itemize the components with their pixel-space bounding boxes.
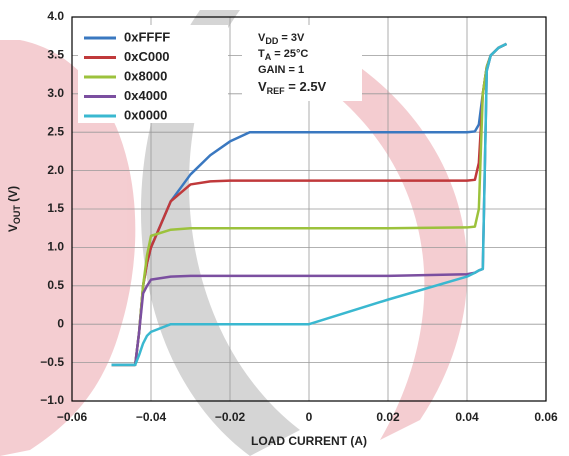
annotation-part: V bbox=[258, 32, 266, 44]
legend-label: 0x8000 bbox=[124, 68, 167, 83]
annotation-part: = 3V bbox=[278, 32, 305, 44]
annotation-part: DD bbox=[265, 36, 278, 46]
y-axis-label: VOUT (V) bbox=[6, 186, 22, 232]
x-tick-label: 0.04 bbox=[455, 410, 479, 424]
legend-box bbox=[78, 25, 228, 123]
annotation: TA = 25°C bbox=[258, 48, 308, 62]
annotation: VREF = 2.5V bbox=[258, 79, 327, 96]
legend-label: 0x4000 bbox=[124, 88, 167, 103]
y-tick-label: −1.0 bbox=[40, 393, 64, 407]
y-tick-label: 3.5 bbox=[47, 48, 64, 62]
legend: 0xFFFF 0xC000 0x8000 0x4000 0x0000 bbox=[78, 25, 228, 123]
annotation-part: REF bbox=[267, 86, 286, 96]
x-tick-label: 0.06 bbox=[534, 410, 558, 424]
y-tick-label: 0 bbox=[57, 316, 64, 330]
annotation-part: GAIN = 1 bbox=[258, 64, 304, 76]
annotation-box bbox=[242, 25, 362, 101]
plot-frame bbox=[71, 16, 547, 402]
y-tick-label: 3.0 bbox=[47, 86, 64, 100]
legend-label: 0x0000 bbox=[124, 107, 167, 122]
annotation: VDD = 3V bbox=[258, 32, 305, 46]
annotation: GAIN = 1 bbox=[258, 64, 304, 76]
x-tick-label: −0.06 bbox=[57, 410, 88, 424]
y-tick-label: 0.5 bbox=[47, 278, 64, 292]
y-tick-label: 4.0 bbox=[47, 9, 64, 23]
annotation-part: V bbox=[258, 79, 267, 94]
y-tick-label: 2.5 bbox=[47, 124, 64, 138]
x-tick-label: −0.02 bbox=[215, 410, 246, 424]
legend-label: 0xC000 bbox=[124, 49, 170, 64]
annotation-part: A bbox=[265, 52, 272, 62]
y-tick-label: −0.5 bbox=[40, 355, 64, 369]
series-line bbox=[111, 42, 508, 367]
x-tick-label: −0.04 bbox=[136, 410, 167, 424]
x-axis-label: LOAD CURRENT (A) bbox=[251, 434, 367, 448]
legend-label: 0xFFFF bbox=[124, 29, 170, 44]
y-tick-label: 1.5 bbox=[47, 201, 64, 215]
y-tick-label: 1.0 bbox=[47, 240, 64, 254]
y-tick-label: 2.0 bbox=[47, 163, 64, 177]
x-tick-label: 0.02 bbox=[376, 410, 400, 424]
annotation-part: T bbox=[258, 48, 265, 60]
x-tick-label: 0 bbox=[306, 410, 313, 424]
annotation-part: = 2.5V bbox=[285, 79, 327, 94]
annotation-part: = 25°C bbox=[271, 48, 308, 60]
watermark bbox=[0, 10, 468, 456]
